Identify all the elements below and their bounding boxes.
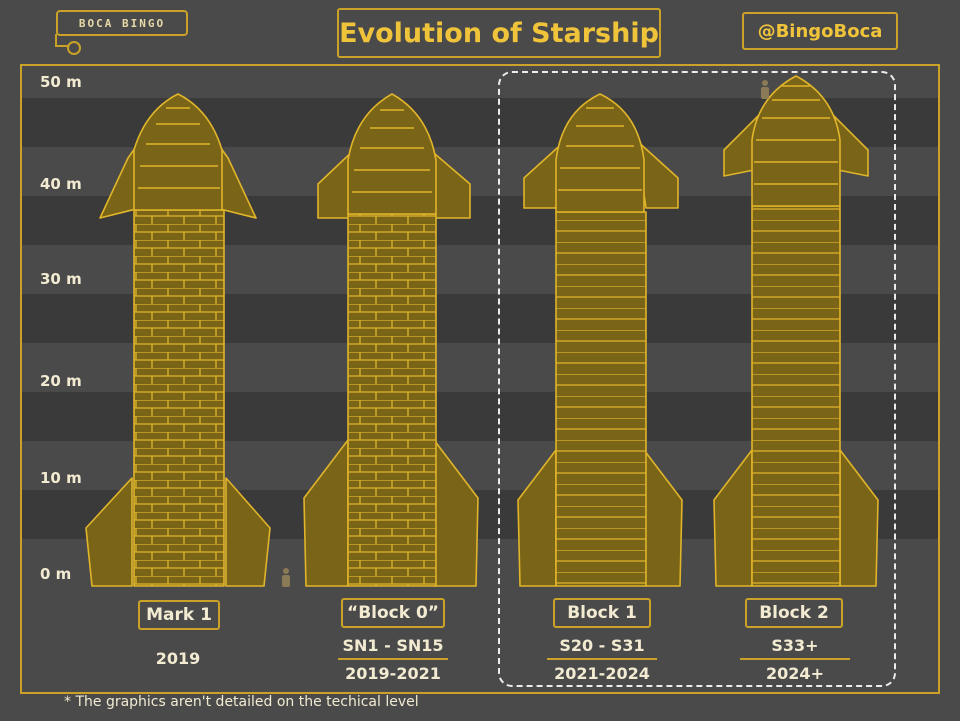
- ship-name-mark-1: Mark 1: [138, 600, 220, 630]
- ship-block-0: [303, 93, 479, 587]
- y-tick-30: 30 m: [40, 270, 82, 288]
- human-scale-icon: [282, 80, 769, 587]
- ship-name-block-2: Block 2: [745, 598, 843, 628]
- author-handle: @BingoBoca: [742, 12, 898, 50]
- ship-years-mark-1: 2019: [155, 649, 201, 668]
- y-tick-20: 20 m: [40, 372, 82, 390]
- ship-mark-1: [85, 93, 271, 587]
- footnote: * The graphics aren't detailed on the te…: [64, 694, 419, 710]
- ship-years-block-2: 2024+: [766, 664, 824, 683]
- y-tick-0: 0 m: [40, 565, 72, 583]
- divider: [740, 658, 850, 660]
- logo: BOCA BINGO: [56, 10, 188, 36]
- y-tick-40: 40 m: [40, 175, 82, 193]
- y-tick-50: 50 m: [40, 73, 82, 91]
- divider: [338, 658, 448, 660]
- ship-name-block-1: Block 1: [553, 598, 651, 628]
- ship-serials-block-0: SN1 - SN15: [342, 636, 444, 655]
- page-title: Evolution of Starship: [337, 8, 661, 58]
- ship-years-block-0: 2019-2021: [345, 664, 441, 683]
- ship-years-block-1: 2021-2024: [554, 664, 650, 683]
- logo-circuit-icon: [55, 34, 81, 55]
- ship-block-2: [713, 75, 879, 587]
- divider: [547, 658, 657, 660]
- chart-frame: [20, 64, 940, 694]
- y-tick-10: 10 m: [40, 469, 82, 487]
- ship-name-block-0: “Block 0”: [341, 598, 445, 628]
- ship-block-1: [517, 93, 683, 587]
- ship-serials-block-2: S33+: [771, 636, 819, 655]
- ship-serials-block-1: S20 - S31: [559, 636, 645, 655]
- block-1-2-highlight: [498, 71, 896, 687]
